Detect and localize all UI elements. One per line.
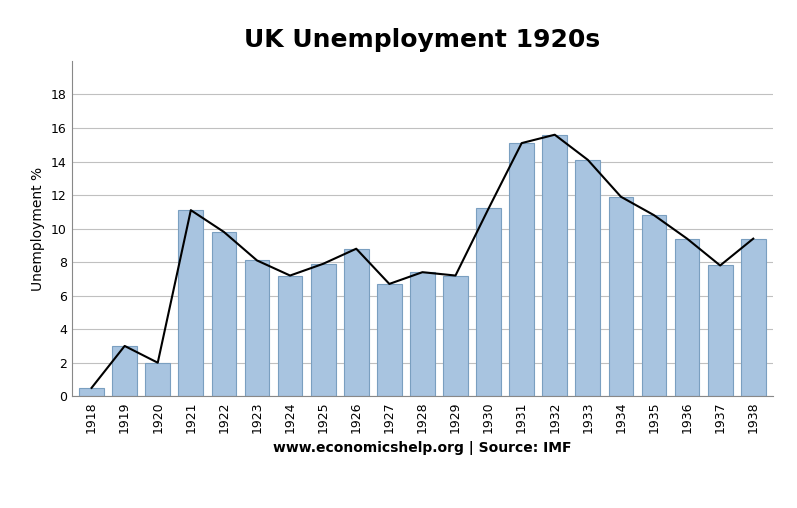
Bar	[443, 275, 468, 396]
Bar	[608, 197, 634, 396]
Bar	[344, 249, 369, 396]
Bar	[741, 239, 766, 396]
Bar	[476, 208, 501, 396]
Bar	[542, 135, 567, 396]
Y-axis label: Unemployment %: Unemployment %	[31, 167, 45, 291]
Bar	[112, 346, 137, 396]
Bar	[509, 143, 534, 396]
Bar	[410, 272, 435, 396]
Bar	[211, 232, 237, 396]
Bar	[575, 160, 600, 396]
Bar	[79, 388, 104, 396]
Bar	[311, 264, 336, 396]
Title: UK Unemployment 1920s: UK Unemployment 1920s	[245, 28, 600, 52]
Bar	[145, 363, 170, 396]
Bar	[377, 284, 402, 396]
Bar	[245, 261, 269, 396]
Bar	[642, 215, 666, 396]
Bar	[675, 239, 700, 396]
Bar	[277, 275, 303, 396]
X-axis label: www.economicshelp.org | Source: IMF: www.economicshelp.org | Source: IMF	[273, 441, 571, 455]
Bar	[179, 210, 203, 396]
Bar	[708, 266, 732, 396]
